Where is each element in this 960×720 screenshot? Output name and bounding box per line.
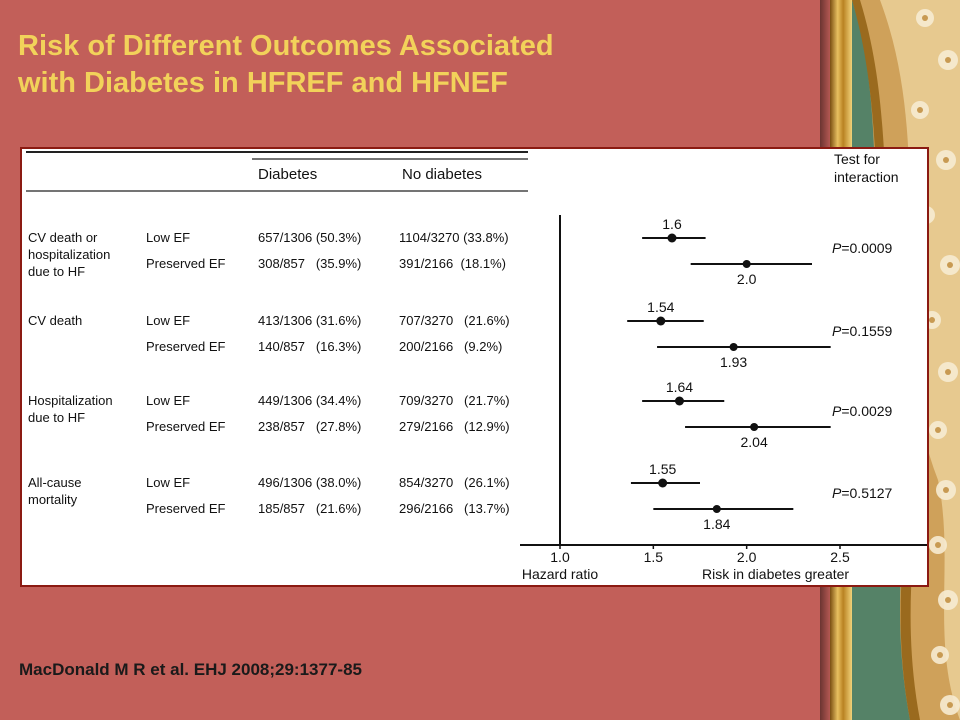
hazard-ratio-point [667,233,677,243]
x-axis-tick-label: 2.0 [737,549,757,565]
hazard-ratio-label: 1.55 [649,461,676,477]
interaction-p-value: P=0.5127 [832,485,893,501]
no-diabetes-events: 296/2166 (13.7%) [399,501,510,516]
column-header-no-diabetes: No diabetes [402,166,482,183]
subgroup-label: Low EF [146,475,190,490]
citation: MacDonald M R et al. EHJ 2008;29:1377-85 [19,660,362,679]
hazard-ratio-label: 1.6 [662,216,682,232]
x-axis-tick-label: 2.5 [830,549,850,565]
outcome-label: hospitalization [28,247,110,262]
diabetes-events: 413/1306 (31.6%) [258,313,361,328]
outcome-label: CV death [28,313,82,328]
diabetes-events: 185/857 (21.6%) [258,501,361,516]
hazard-ratio-label: 1.64 [666,379,693,395]
subgroup-label: Low EF [146,393,190,408]
no-diabetes-events: 707/3270 (21.6%) [399,313,510,328]
outcome-label: Hospitalization [28,393,113,408]
outcome-label: mortality [28,492,78,507]
diabetes-events: 140/857 (16.3%) [258,339,361,354]
no-diabetes-events: 709/3270 (21.7%) [399,393,510,408]
outcome-label: due to HF [28,410,85,425]
x-axis-label-right: Risk in diabetes greater [702,566,849,582]
subgroup-label: Low EF [146,230,190,245]
forest-plot: Diabetes No diabetes Test for interactio… [26,151,927,582]
subgroup-label: Preserved EF [146,256,226,271]
diabetes-events: 238/857 (27.8%) [258,419,361,434]
column-header-diabetes: Diabetes [258,166,317,183]
plot-layer: CV death or hospitalization due to HF Low E… [28,215,927,582]
hazard-ratio-label: 1.93 [720,354,747,370]
diabetes-events: 308/857 (35.9%) [258,256,361,271]
diabetes-events: 657/1306 (50.3%) [258,230,361,245]
subgroup-label: Preserved EF [146,339,226,354]
x-axis-tick-label: 1.5 [644,549,664,565]
subgroup-label: Preserved EF [146,419,226,434]
slide-title-line-1: Risk of Different Outcomes Associated [18,30,554,62]
no-diabetes-events: 391/2166 (18.1%) [399,256,506,271]
hazard-ratio-point [658,478,668,488]
hazard-ratio-point [750,423,759,431]
hazard-ratio-label: 1.54 [647,299,674,315]
subgroup-label: Preserved EF [146,501,226,516]
forest-plot-figure: Diabetes No diabetes Test for interactio… [20,147,929,587]
slide-title: Risk of Different Outcomes Associated wi… [18,28,818,102]
no-diabetes-events: 854/3270 (26.1%) [399,475,510,490]
hazard-ratio-label: 2.04 [741,434,768,450]
outcome-label: due to HF [28,264,85,279]
hazard-ratio-label: 2.0 [737,271,757,287]
hazard-ratio-point [742,260,751,268]
no-diabetes-events: 279/2166 (12.9%) [399,419,510,434]
interaction-p-value: P=0.0029 [832,403,893,419]
interaction-p-value: P=0.1559 [832,323,893,339]
hazard-ratio-point [656,316,666,326]
hazard-ratio-point [712,505,721,513]
outcome-label: All-cause [28,475,81,490]
interaction-p-value: P=0.0009 [832,240,893,256]
x-axis-tick-label: 1.0 [550,549,570,565]
outcome-label: CV death or [28,230,98,245]
diabetes-events: 496/1306 (38.0%) [258,475,361,490]
column-header-interaction-1: Test for [834,151,880,167]
diabetes-events: 449/1306 (34.4%) [258,393,361,408]
subgroup-label: Low EF [146,313,190,328]
no-diabetes-events: 200/2166 (9.2%) [399,339,502,354]
column-header-interaction-2: interaction [834,169,899,185]
slide-title-line-2: with Diabetes in HFREF and HFNEF [18,67,508,99]
hazard-ratio-point [674,396,684,406]
hazard-ratio-point [729,343,738,351]
no-diabetes-events: 1104/3270 (33.8%) [399,230,509,245]
x-axis-label: Hazard ratio [522,566,598,582]
hazard-ratio-label: 1.84 [703,516,730,532]
